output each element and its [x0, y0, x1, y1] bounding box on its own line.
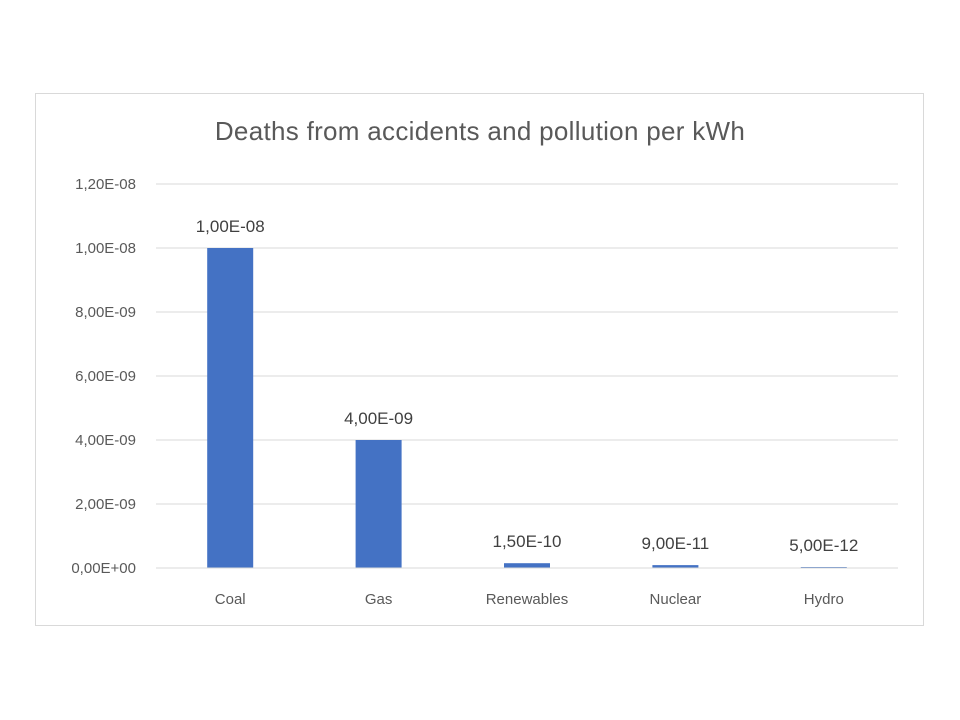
bar: [207, 248, 254, 568]
gridlines: [156, 183, 898, 505]
data-label: 9,00E-11: [642, 534, 710, 553]
y-tick-label: 2,00E-09: [75, 496, 136, 513]
y-tick-label: 4,00E-09: [75, 432, 136, 449]
bar: [504, 563, 550, 568]
data-labels: 1,00E-08 4,00E-09 1,50E-10 9,00E-11 5,00E-12: [196, 217, 859, 555]
chart-frame: [35, 93, 924, 626]
data-label: 1,50E-10: [493, 532, 562, 551]
x-tick-label: Gas: [365, 591, 393, 608]
x-tick-label: Hydro: [804, 591, 844, 608]
x-tick-label: Coal: [215, 591, 246, 608]
bar: [355, 440, 402, 568]
data-label: 1,00E-08: [196, 217, 265, 236]
y-tick-label: 0,00E+00: [71, 560, 136, 577]
y-tick-label: 1,00E-08: [75, 240, 136, 257]
data-label: 5,00E-12: [789, 536, 858, 555]
bar: [652, 565, 699, 568]
y-tick-label: 8,00E-09: [75, 304, 136, 321]
y-axis-tick-labels: 0,00E+00 2,00E-09 4,00E-09 6,00E-09 8,00E-09…: [71, 176, 136, 577]
x-tick-label: Nuclear: [650, 591, 702, 608]
x-tick-label: Renewables: [486, 591, 569, 608]
bars: [207, 248, 847, 568]
y-tick-label: 1,20E-08: [75, 176, 136, 193]
x-axis-tick-labels: Coal Gas Renewables Nuclear Hydro: [215, 591, 844, 608]
y-tick-label: 6,00E-09: [75, 368, 136, 385]
chart-title: Deaths from accidents and pollution per …: [214, 116, 746, 146]
data-label: 4,00E-09: [344, 409, 413, 428]
